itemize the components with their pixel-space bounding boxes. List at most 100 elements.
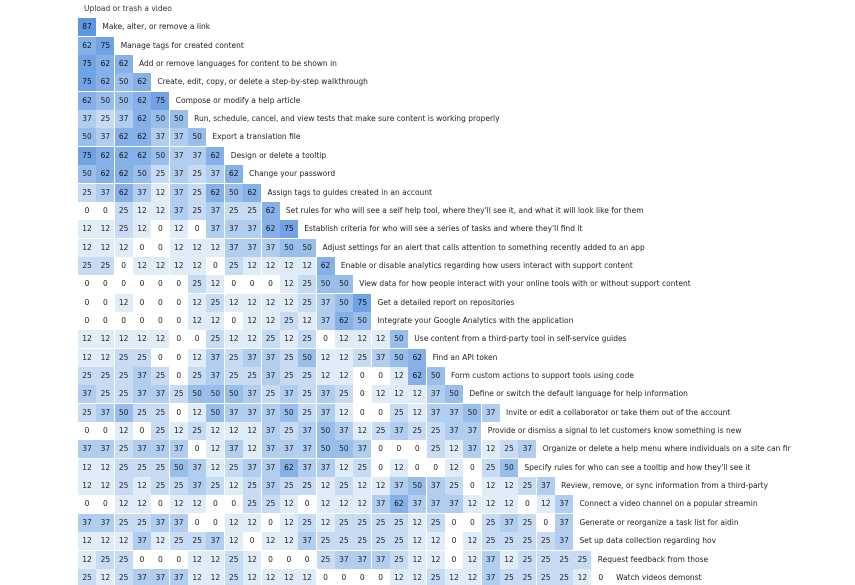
heatmap-cell: 12 [389,458,408,477]
heatmap-cell: 25 [224,367,243,385]
heatmap-cell: 12 [316,367,335,385]
heatmap-cell: 37 [96,128,115,147]
heatmap-cell: 37 [408,495,427,514]
heatmap-cell: 50 [96,91,115,110]
heatmap-cell: 12 [114,495,133,514]
heatmap-cell: 12 [298,568,317,585]
heatmap-cell: 0 [463,513,482,532]
heatmap-cell: 0 [353,403,372,422]
heatmap-cell: 12 [224,330,243,349]
heatmap-cell: 62 [96,73,115,92]
heatmap-cell: 25 [114,220,133,239]
heatmap-cell: 0 [169,275,188,294]
row-label: Find an API token [432,352,498,362]
heatmap-cell: 62 [133,91,152,110]
heatmap-cell: 37 [536,477,555,496]
row-label: Set rules for who will see a self help t… [285,205,644,215]
heatmap-cell: 0 [78,422,96,441]
heatmap-cell: 12 [206,568,225,585]
heatmap-cell: 37 [151,568,170,585]
heatmap-cell: 62 [96,55,115,74]
heatmap-cell: 12 [224,477,243,496]
heatmap-cell: 37 [78,110,96,129]
heatmap-cell: 37 [426,403,445,422]
heatmap-cell: 12 [96,458,115,477]
row-label: Upload or trash a video [84,4,172,13]
heatmap-cell: 12 [261,568,280,585]
heatmap-cell: 25 [353,348,372,367]
heatmap-cell: 0 [408,440,427,459]
heatmap-cell: 37 [169,183,188,202]
heatmap-cell: 0 [188,513,207,532]
heatmap-cell: 25 [261,495,280,514]
heatmap-cell: 0 [133,275,152,294]
heatmap-cell: 12 [133,477,152,496]
heatmap-cell: 62 [334,311,353,330]
heatmap-cell: 0 [371,367,390,385]
heatmap-cell: 12 [243,330,262,349]
heatmap-cell: 50 [206,403,225,422]
heatmap-cell: 25 [133,458,152,477]
heatmap-cell: 25 [481,458,500,477]
heatmap-cell: 0 [298,495,317,514]
heatmap-cell: 0 [261,513,280,532]
heatmap-cell: 0 [169,293,188,312]
heatmap-cell: 0 [78,311,96,330]
heatmap-cell: 12 [426,532,445,551]
row-label: Design or delete a tooltip [230,150,327,160]
heatmap-cell: 0 [133,238,152,257]
heatmap-cell: 37 [445,422,463,441]
heatmap-cell: 25 [334,513,353,532]
heatmap-cell: 25 [500,532,519,551]
heatmap-cell: 25 [298,330,317,349]
heatmap-cell: 0 [463,477,482,496]
heatmap-cell: 0 [169,348,188,367]
heatmap-cell: 25 [206,330,225,349]
heatmap-cell: 25 [426,568,445,585]
heatmap-cell: 12 [334,348,353,367]
heatmap-cell: 50 [169,110,188,129]
heatmap-cell: 25 [96,550,115,569]
heatmap-cell: 25 [114,367,133,385]
heatmap-cell: 50 [279,238,298,257]
heatmap-cell: 0 [114,311,133,330]
heatmap-cell: 25 [518,477,537,496]
heatmap-cell: 25 [334,477,353,496]
heatmap-cell: 0 [151,495,170,514]
heatmap-cell: 37 [298,458,317,477]
heatmap-cell: 12 [206,458,225,477]
heatmap-cell: 37 [279,440,298,459]
heatmap-cell: 62 [114,55,133,74]
heatmap-cell: 12 [188,293,207,312]
heatmap-cell: 50 [114,403,133,422]
heatmap-cell: 0 [371,568,390,585]
row-label: Specify rules for who can see a tooltip … [524,462,751,472]
heatmap-cell: 0 [371,440,390,459]
heatmap-cell: 12 [334,458,353,477]
heatmap-cell: 25 [114,550,133,569]
heatmap-cell: 0 [188,220,207,239]
heatmap-cell: 37 [334,550,353,569]
row-label: Adjust settings for an alert that calls … [322,242,645,252]
heatmap-cell: 12 [78,348,96,367]
heatmap-cell: 12 [151,330,170,349]
heatmap-cell: 0 [261,275,280,294]
heatmap-cell: 12 [243,550,262,569]
heatmap-cell: 37 [389,422,408,441]
heatmap-cell: 37 [243,385,262,404]
heatmap-cell: 37 [133,568,152,585]
heatmap-cell: 25 [114,477,133,496]
heatmap-cell: 12 [96,477,115,496]
row-label: Get a detailed report on repositories [377,297,515,307]
heatmap-cell: 25 [279,422,298,441]
row-label: Generate or reorganize a task list for a… [579,517,739,527]
heatmap-cell: 25 [188,367,207,385]
row-label: Change your password [249,169,336,179]
heatmap-cell: 12 [78,532,96,551]
heatmap-cell: 37 [133,183,152,202]
heatmap-cell: 25 [114,458,133,477]
heatmap-cell: 37 [555,513,574,532]
heatmap-cell: 50 [114,73,133,92]
row-label: Export a translation file [212,132,301,142]
heatmap-cell: 25 [224,568,243,585]
